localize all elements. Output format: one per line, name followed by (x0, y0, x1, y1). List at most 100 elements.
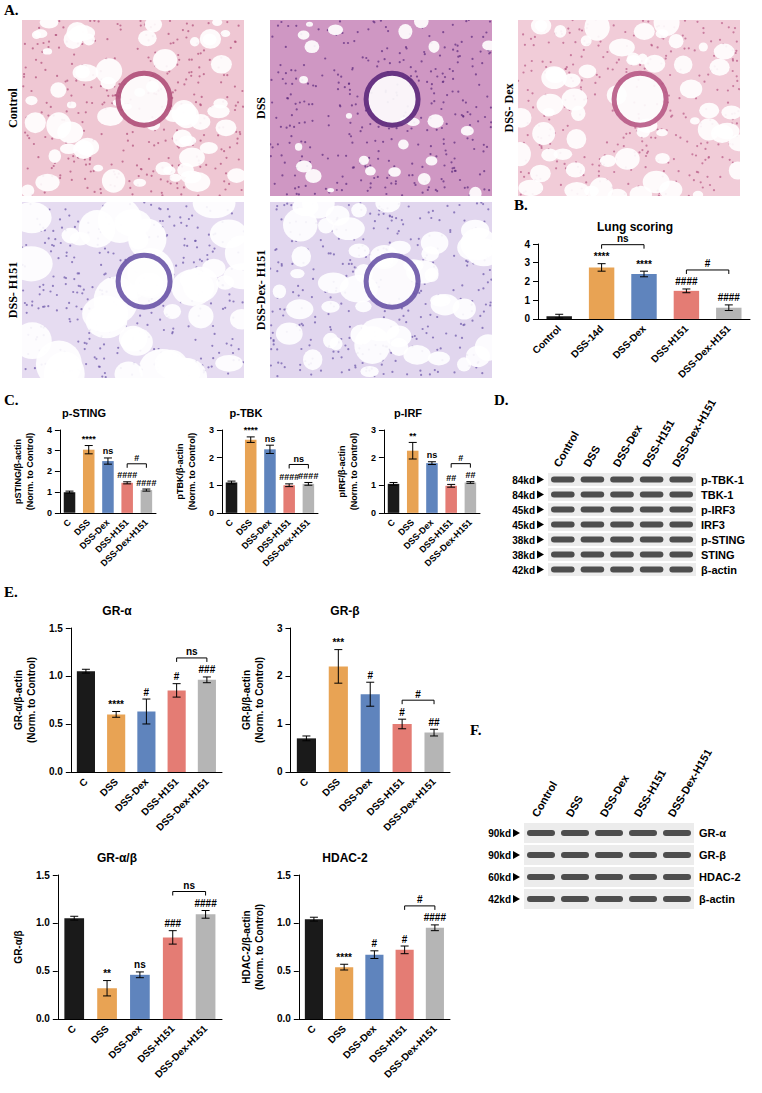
svg-text:p-STING: p-STING (62, 407, 106, 419)
svg-text:38kd: 38kd (512, 535, 535, 546)
svg-text:0: 0 (277, 766, 283, 777)
svg-text:Control: Control (529, 779, 559, 819)
svg-text:DSS: DSS (254, 97, 268, 119)
svg-text:##: ## (428, 717, 440, 728)
svg-text:1.0: 1.0 (49, 670, 63, 681)
svg-text:C: C (61, 517, 73, 529)
svg-text:2: 2 (371, 453, 376, 463)
svg-text:1.0: 1.0 (277, 917, 291, 928)
svg-text:DSS-Dex-H151: DSS-Dex-H151 (665, 747, 714, 819)
svg-text:GR-α: GR-α (102, 604, 132, 618)
svg-text:DSS-Dex-H151: DSS-Dex-H151 (154, 776, 211, 833)
svg-text:3: 3 (209, 425, 214, 435)
svg-text:DSS- Dex: DSS- Dex (502, 83, 516, 132)
svg-text:####: #### (117, 470, 137, 480)
svg-text:#: # (372, 938, 378, 949)
svg-text:DSS: DSS (89, 1023, 112, 1046)
svg-text:***: *** (332, 637, 344, 648)
svg-text:DSS-Dex-H151: DSS-Dex-H151 (261, 517, 312, 568)
svg-text:**: ** (409, 431, 417, 441)
svg-text:Control: Control (530, 323, 563, 356)
svg-text:2: 2 (277, 670, 283, 681)
svg-text:ns: ns (265, 434, 276, 444)
svg-text:p-STING: p-STING (701, 534, 745, 546)
svg-text:#: # (144, 687, 150, 698)
svg-text:p-IRF3: p-IRF3 (701, 504, 735, 516)
svg-text:C: C (77, 776, 90, 789)
svg-text:Control: Control (551, 429, 581, 469)
svg-text:DSS-Dex- H151: DSS-Dex- H151 (254, 250, 268, 330)
svg-text:(Norm. to Control): (Norm. to Control) (254, 657, 265, 743)
svg-text:#: # (399, 707, 405, 718)
svg-text:42kd: 42kd (488, 894, 511, 905)
svg-text:****: **** (636, 259, 652, 270)
svg-text:#: # (134, 453, 139, 463)
svg-text:ns: ns (134, 959, 146, 970)
svg-text:#: # (458, 453, 463, 463)
svg-text:DSS-Dex-H151: DSS-Dex-H151 (381, 776, 438, 833)
svg-text:3: 3 (371, 425, 376, 435)
svg-text:###: ### (164, 918, 181, 929)
svg-text:β-actin: β-actin (701, 564, 737, 576)
svg-text:60kd: 60kd (488, 872, 511, 883)
svg-text:****: **** (82, 434, 97, 444)
svg-text:0.0: 0.0 (36, 1013, 50, 1024)
svg-text:ns: ns (183, 880, 195, 891)
svg-text:####: #### (424, 912, 447, 923)
svg-text:HDAC-2: HDAC-2 (699, 871, 741, 883)
svg-text:#: # (415, 689, 421, 700)
svg-text:DSS: DSS (326, 1023, 349, 1046)
svg-text:DSS-Dex: DSS-Dex (610, 422, 644, 469)
svg-text:GR-β: GR-β (330, 604, 359, 618)
svg-text:3: 3 (277, 623, 283, 634)
svg-text:(Norm. to Control): (Norm. to Control) (187, 433, 197, 510)
svg-text:4: 4 (47, 425, 52, 435)
svg-text:GR-β: GR-β (699, 849, 726, 861)
svg-text:p-TBK: p-TBK (230, 407, 263, 419)
svg-text:DSS-Dex-H151: DSS-Dex-H151 (676, 323, 733, 380)
svg-text:ns: ns (294, 454, 305, 464)
svg-text:1: 1 (209, 480, 214, 490)
svg-text:#: # (705, 258, 711, 269)
svg-text:0: 0 (47, 508, 52, 518)
svg-text:(Norm. to Control): (Norm. to Control) (349, 433, 359, 510)
svg-text:C: C (223, 517, 235, 529)
svg-text:####: #### (279, 472, 299, 482)
svg-text:GR-α/β-actin: GR-α/β-actin (13, 670, 24, 730)
svg-text:GR-α: GR-α (699, 827, 726, 839)
svg-text:0.5: 0.5 (49, 718, 63, 729)
svg-text:DSS- H151: DSS- H151 (6, 262, 20, 318)
svg-text:DSS: DSS (563, 793, 585, 819)
svg-text:GR-α/β: GR-α/β (13, 930, 24, 963)
svg-text:####: #### (675, 276, 698, 287)
svg-text:#: # (367, 670, 373, 681)
svg-text:####: #### (298, 471, 318, 481)
svg-text:#: # (174, 671, 180, 682)
svg-text:****: **** (108, 699, 124, 710)
svg-text:C: C (65, 1023, 78, 1036)
svg-text:0.0: 0.0 (277, 1013, 291, 1024)
svg-text:(Norm. to Control): (Norm. to Control) (26, 657, 37, 743)
svg-text:DSS-Dex-H151: DSS-Dex-H151 (423, 517, 474, 568)
svg-text:84kd: 84kd (512, 475, 535, 486)
svg-text:#: # (402, 934, 408, 945)
svg-text:****: **** (594, 251, 610, 262)
svg-text:β-actin: β-actin (699, 893, 735, 905)
svg-text:GR-α/β: GR-α/β (97, 851, 137, 865)
svg-text:###: ### (199, 664, 216, 675)
svg-text:(Norm. to Control): (Norm. to Control) (25, 433, 35, 510)
svg-text:DSS-Dex-H151: DSS-Dex-H151 (382, 1023, 439, 1080)
svg-text:2: 2 (47, 466, 52, 476)
svg-text:2: 2 (524, 276, 530, 287)
svg-text:DSS-H151: DSS-H151 (649, 323, 691, 365)
svg-text:ns: ns (103, 446, 114, 456)
svg-text:GR-β/β-actin: GR-β/β-actin (241, 670, 252, 730)
svg-text:C: C (297, 776, 310, 789)
svg-text:****: **** (244, 425, 259, 435)
svg-text:Control: Control (6, 87, 20, 127)
svg-text:90kd: 90kd (488, 850, 511, 861)
svg-text:1: 1 (277, 718, 283, 729)
svg-text:IRF3: IRF3 (701, 519, 725, 531)
svg-text:##: ## (446, 473, 456, 483)
svg-text:1.0: 1.0 (36, 917, 50, 928)
